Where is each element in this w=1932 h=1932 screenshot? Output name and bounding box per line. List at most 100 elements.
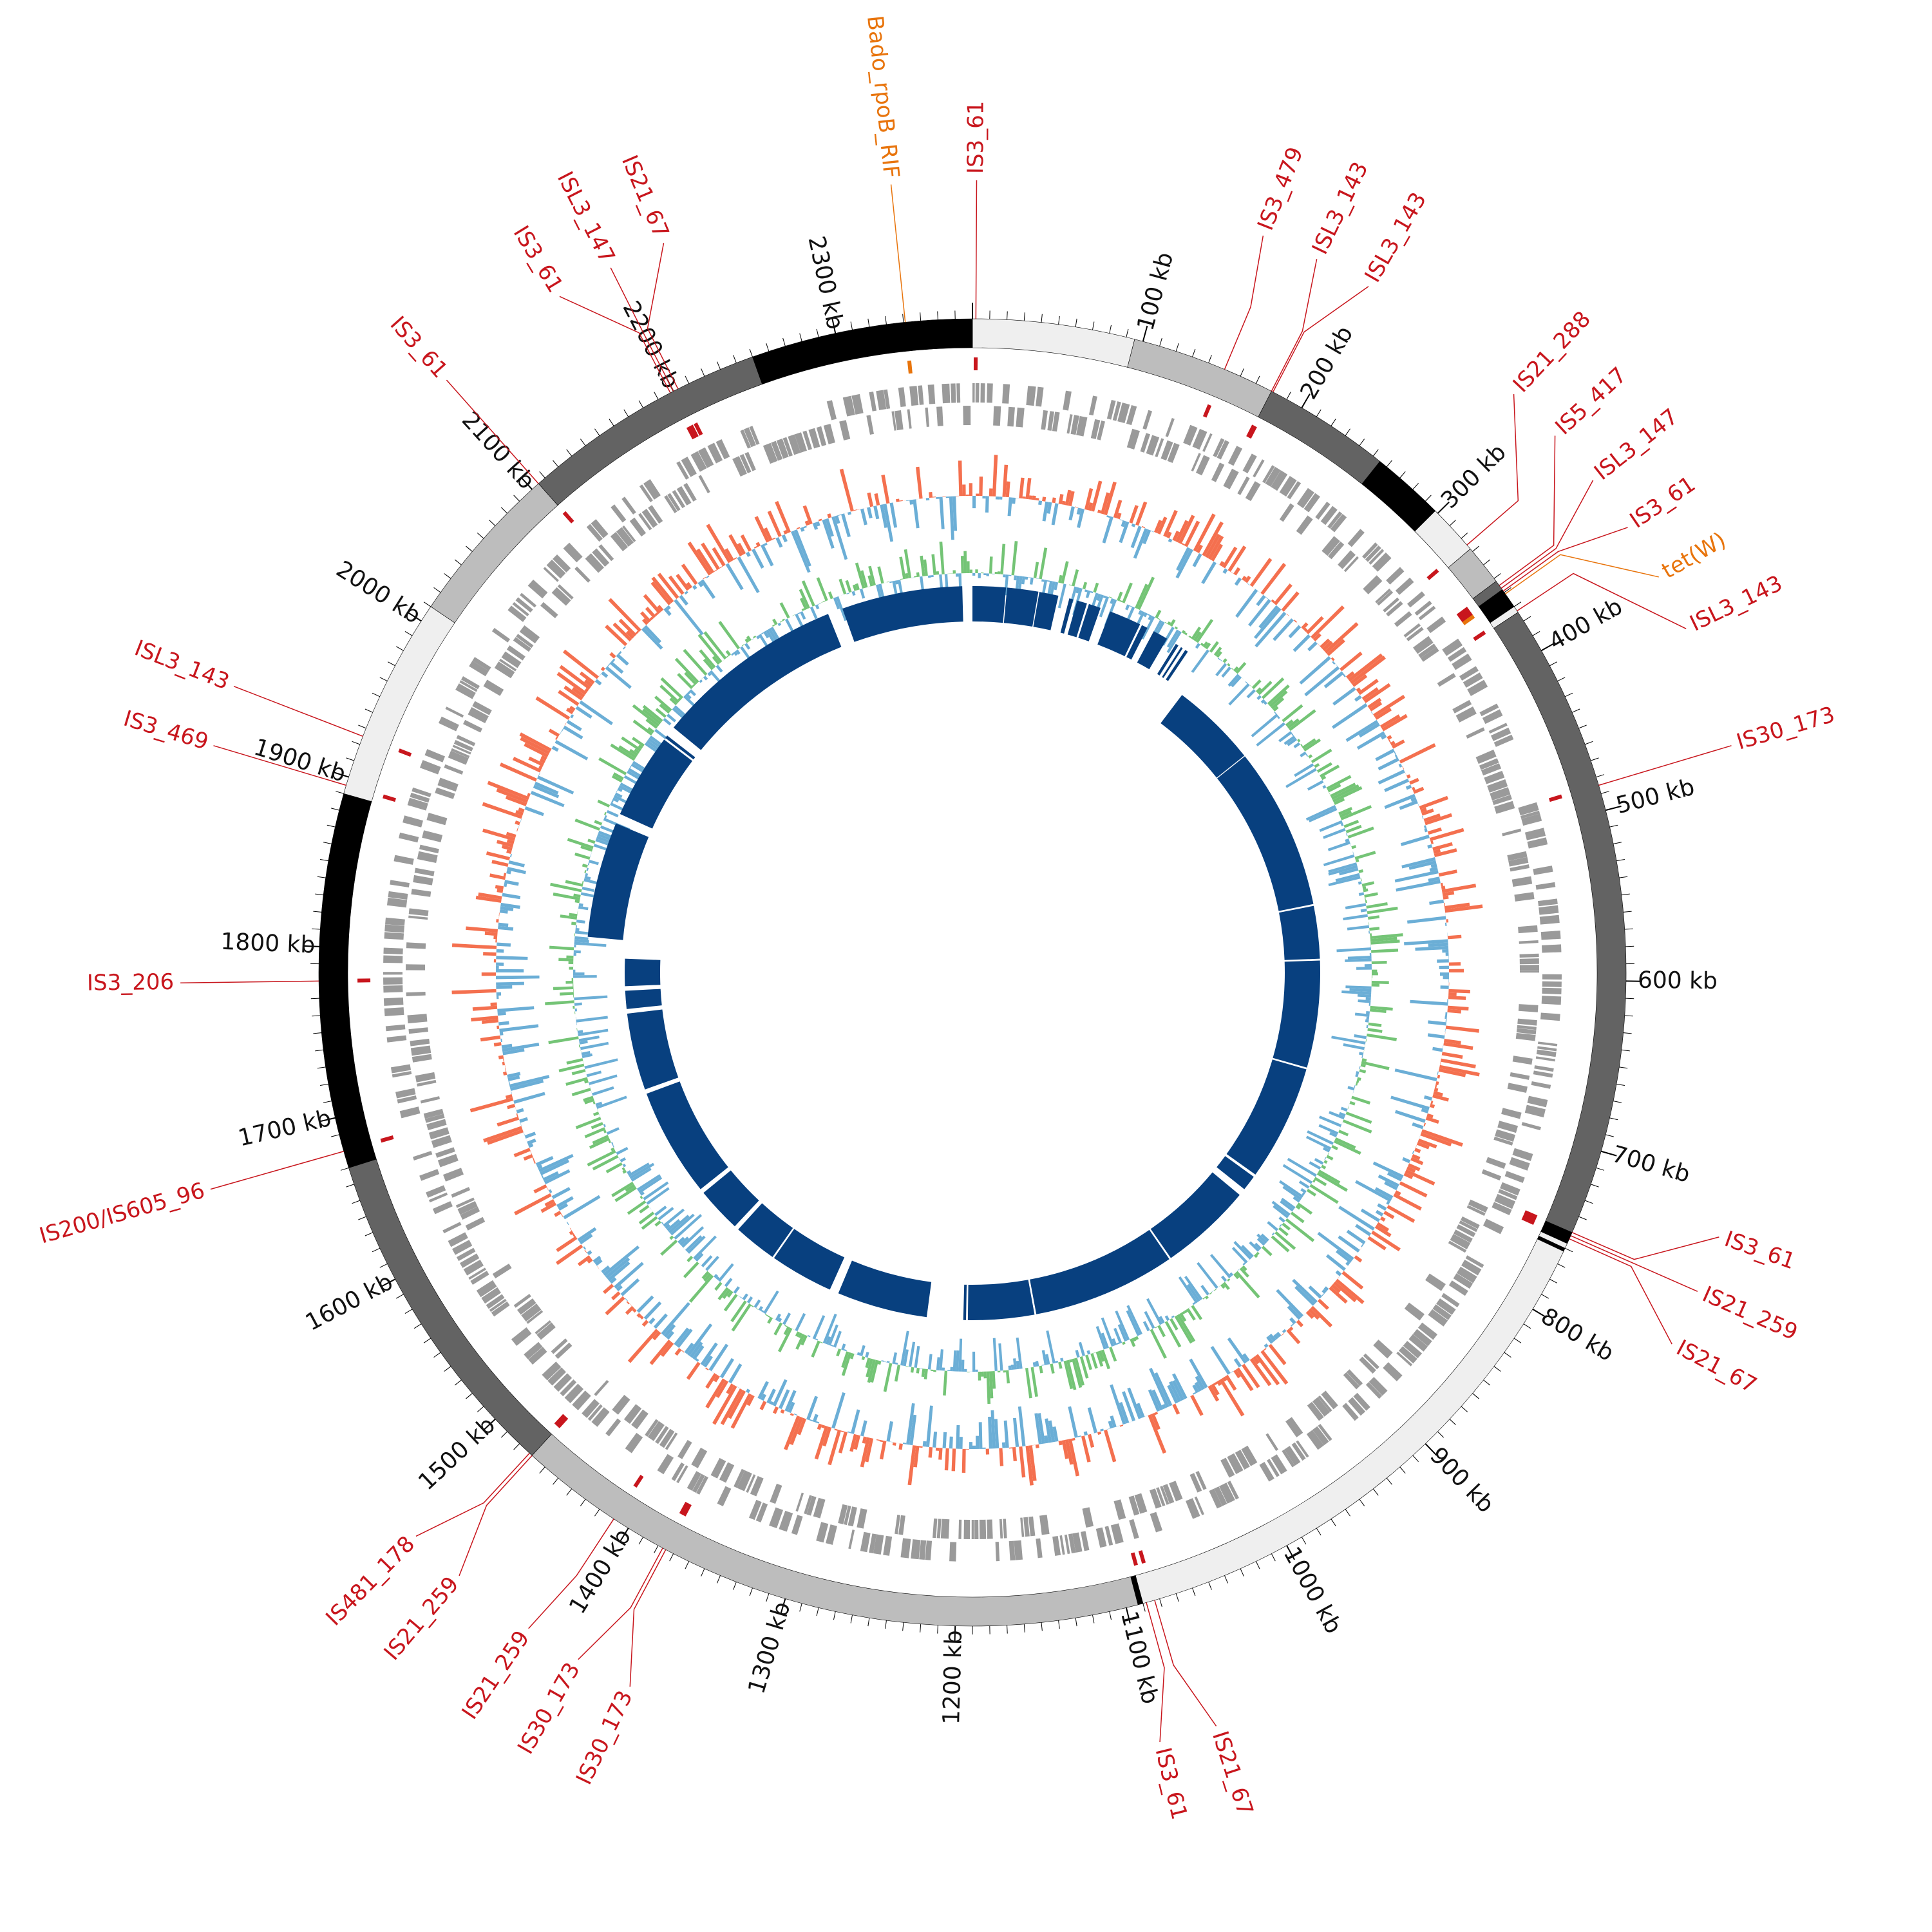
gene-feature (1165, 418, 1175, 437)
gc-skew-bin (584, 688, 589, 693)
gc-skew-bin (1421, 1108, 1429, 1113)
minor-tick (1007, 311, 1008, 320)
gc-content-bin (1331, 1144, 1338, 1151)
gene-feature (1306, 1430, 1324, 1450)
gc-skew-bin (1448, 979, 1449, 983)
gene-feature (1211, 462, 1225, 482)
gc-content-bin (1011, 541, 1018, 576)
gc-skew-bin (925, 498, 930, 501)
gc-skew-bin (636, 1295, 654, 1313)
gc-content-bin (1287, 737, 1298, 746)
minor-tick (799, 333, 802, 342)
gc-content-bin (1326, 1155, 1334, 1160)
gc-content-bin (1356, 1071, 1359, 1075)
gc-content-bin (703, 1267, 706, 1269)
gene-feature (386, 897, 408, 908)
gene-feature (925, 407, 930, 427)
gc-skew-bin (583, 1246, 587, 1250)
gc-skew-bin (821, 1425, 826, 1428)
gc-skew-bin (640, 611, 652, 623)
gene-feature (664, 495, 677, 513)
gc-content-bin (1328, 862, 1358, 873)
gc-skew-bin (1163, 509, 1178, 537)
gc-content-bin (1271, 1235, 1290, 1253)
gc-content-bin (1010, 1364, 1014, 1370)
gc-content-bin (1132, 1337, 1137, 1342)
gc-skew-bin (1438, 869, 1457, 877)
gc-content-bin (1155, 1326, 1158, 1329)
is-element-label: IS3_61 (385, 312, 453, 383)
gc-content-bin (1365, 1039, 1367, 1042)
gene-feature (1507, 851, 1528, 861)
gene-feature (1459, 666, 1479, 681)
is-element-mark (973, 357, 978, 371)
gc-skew-bin (728, 1363, 743, 1384)
gc-content-bin (550, 882, 582, 893)
gc-skew-bin (978, 1422, 983, 1449)
gc-skew-bin (1195, 1376, 1206, 1390)
gc-content-bin (1117, 1324, 1128, 1342)
gc-content-bin (1202, 1297, 1206, 1300)
gc-skew-bin (1052, 497, 1056, 504)
gc-content-bin (1267, 1221, 1278, 1231)
gc-skew-bin (1405, 1169, 1435, 1186)
gc-content-bin (900, 1331, 909, 1366)
gc-skew-bin (1196, 544, 1203, 554)
leader-line (1501, 480, 1594, 589)
gc-content-bin (616, 790, 618, 793)
gene-feature (1417, 1322, 1438, 1340)
minor-tick (1621, 1049, 1630, 1052)
gc-skew-bin (860, 1437, 871, 1468)
gc-skew-bin (1372, 1161, 1404, 1179)
is-element-mark (694, 422, 703, 436)
gc-skew-bin (1291, 1323, 1294, 1327)
gc-content-bin (1343, 1043, 1365, 1050)
gene-feature (1492, 1202, 1512, 1216)
gc-skew-bin (1447, 1005, 1469, 1011)
minor-tick (313, 911, 322, 913)
gc-content-bin (565, 880, 583, 887)
leader-line (1571, 1232, 1719, 1260)
tick-label: 1600 kb (301, 1269, 397, 1336)
gc-skew-bin (1445, 952, 1449, 956)
is-element-label: IS21_259 (1699, 1282, 1802, 1346)
gene-feature (557, 584, 574, 600)
gc-content-bin (575, 1117, 601, 1130)
gc-skew-bin (1136, 1403, 1145, 1418)
gc-content-bin (601, 1119, 603, 1122)
gene-feature (963, 406, 971, 426)
gc-content-bin (1370, 1005, 1393, 1011)
gc-content-bin (573, 969, 576, 972)
gc-content-bin (1365, 997, 1371, 1001)
gene-feature (586, 524, 603, 542)
gc-skew-bin (575, 706, 592, 719)
gene-feature (1362, 542, 1378, 559)
gene-feature (1227, 1481, 1239, 1500)
gene-feature (1418, 605, 1436, 621)
gc-skew-bin (497, 888, 504, 893)
gc-content-bin (1110, 598, 1115, 605)
gc-skew-bin (1441, 1055, 1442, 1059)
gc-content-bin (667, 714, 676, 723)
gc-content-bin (797, 612, 800, 614)
gc-skew-bin (558, 690, 580, 706)
gc-content-bin (1337, 810, 1339, 813)
gene-feature (451, 1187, 471, 1198)
gc-content-bin (1278, 1216, 1285, 1223)
gc-skew-bin (1083, 1431, 1088, 1436)
gc-content-bin (1093, 582, 1099, 593)
gene-feature (1271, 470, 1288, 491)
gene-feature (1321, 1390, 1338, 1410)
gc-content-bin (1354, 1084, 1356, 1088)
gene-feature (390, 1064, 412, 1074)
gc-skew-bin (779, 1389, 790, 1410)
gc-skew-bin (508, 860, 525, 867)
gene-feature (1365, 545, 1381, 562)
gene-feature (676, 461, 689, 480)
gc-content-bin (972, 573, 976, 576)
gene-feature (1245, 481, 1261, 502)
gc-content-bin (1293, 742, 1301, 748)
gc-content-bin (703, 631, 727, 660)
gene-feature (1262, 465, 1275, 484)
gene-feature (1456, 1266, 1477, 1283)
